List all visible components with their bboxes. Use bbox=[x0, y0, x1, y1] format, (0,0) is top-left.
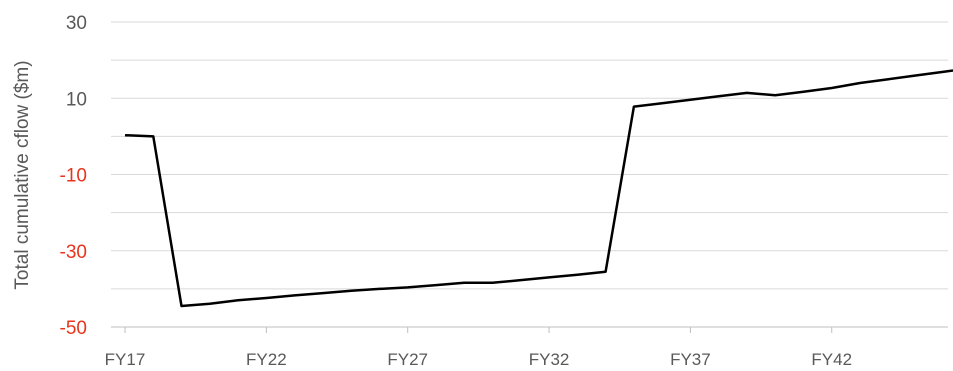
y-tick-label: -30 bbox=[60, 242, 87, 263]
series-group bbox=[124, 69, 953, 308]
y-tick-labels: 30 10 -10 -30 -50 bbox=[60, 13, 87, 339]
x-tick-label: FY37 bbox=[670, 350, 711, 369]
series-line bbox=[124, 69, 953, 308]
x-tick-marks bbox=[124, 327, 833, 333]
y-tick-label: -10 bbox=[60, 166, 87, 187]
y-tick-label: 10 bbox=[66, 89, 87, 110]
gridlines bbox=[111, 21, 948, 328]
y-tick-label: -50 bbox=[60, 318, 87, 339]
x-tick-label: FY22 bbox=[246, 350, 287, 369]
y-axis-label: Total cumulative cflow ($m) bbox=[12, 60, 33, 289]
x-tick-label: FY27 bbox=[387, 350, 428, 369]
x-tick-label: FY42 bbox=[811, 350, 852, 369]
x-tick-label: FY17 bbox=[105, 350, 146, 369]
y-tick-label: 30 bbox=[66, 13, 87, 34]
x-tick-label: FY32 bbox=[529, 350, 570, 369]
x-tick-labels: FY17 FY22 FY27 FY32 FY37 FY42 bbox=[105, 350, 852, 369]
